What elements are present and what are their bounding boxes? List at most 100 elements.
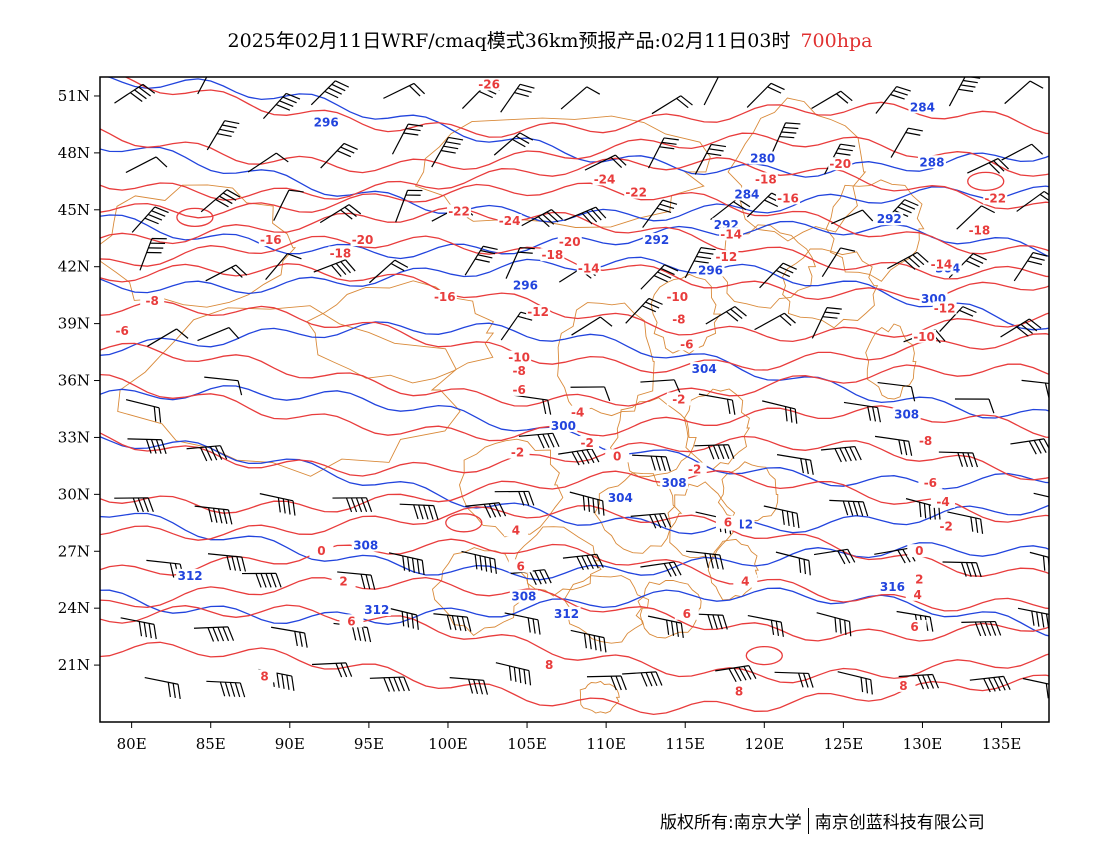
wind-barb — [813, 548, 856, 565]
temperature-label: -22 — [448, 205, 470, 219]
temperature-label-bg — [605, 449, 630, 463]
temperature-label: -8 — [672, 313, 685, 327]
height-label-bg — [875, 212, 904, 226]
map-title: 2025年02月11日WRF/cmaq模式36km预报产品:02月11日03时 7… — [0, 26, 1100, 53]
y-tick-label: 48N — [58, 144, 90, 162]
wind-barb — [461, 550, 497, 574]
wind-barb — [776, 454, 814, 475]
border-line — [727, 97, 867, 242]
copyright-notice: 版权所有:南京大学 南京创蓝科技有限公司 — [660, 808, 985, 836]
wind-barb — [273, 189, 304, 221]
wind-barb — [763, 505, 800, 529]
wind-barb — [1013, 252, 1048, 282]
height-label-bg — [690, 362, 719, 376]
temperature-label: -12 — [715, 250, 737, 264]
wind-barb — [494, 490, 535, 506]
copyright-separator — [807, 808, 809, 834]
height-label: 296 — [698, 263, 723, 277]
border-line — [825, 179, 925, 282]
temperature-label: -2 — [511, 446, 524, 460]
temperature-label: -6 — [115, 324, 128, 338]
temperature-label: -10 — [913, 330, 935, 344]
wind-barb — [887, 251, 929, 270]
border-line — [579, 680, 620, 714]
wind-barb — [125, 399, 162, 423]
wind-barb — [193, 626, 235, 642]
x-tick-label: 85E — [196, 735, 226, 753]
temperature-contour — [745, 645, 783, 666]
wind-barb — [505, 246, 535, 279]
x-tick-label: 125E — [824, 735, 864, 753]
x-tick-label: 95E — [354, 735, 384, 753]
temperature-label-layer: -26-24-22-22-24-20-18-14-16 -20-18-16-12-… — [110, 77, 1008, 699]
temperature-label: -4 — [936, 495, 949, 509]
wind-barb — [642, 199, 678, 228]
border-line — [667, 481, 736, 561]
border-line — [100, 184, 297, 308]
wind-barb — [640, 379, 681, 394]
height-label-bg — [660, 475, 689, 489]
wind-barb — [877, 381, 916, 402]
temperature-label: -8 — [512, 364, 525, 378]
x-tick-label: 90E — [275, 735, 305, 753]
temperature-label-bg — [575, 436, 600, 450]
wind-barb — [319, 204, 362, 224]
temperature-label: -16 — [777, 191, 799, 205]
wind-barb — [898, 673, 940, 690]
wind-barb — [811, 307, 842, 339]
temperature-label-bg — [565, 405, 590, 419]
wind-barb — [647, 615, 684, 638]
wind-barb — [762, 400, 798, 424]
height-contour — [100, 436, 1049, 535]
temperature-label-bg — [505, 445, 530, 459]
height-contour — [100, 385, 1049, 490]
wind-barb — [114, 497, 154, 513]
border-line — [459, 438, 564, 538]
wind-barb — [332, 497, 373, 513]
temperature-label-bg — [557, 234, 582, 248]
wind-barb — [369, 676, 410, 692]
wind-barb — [969, 675, 1011, 693]
wind-barb — [125, 156, 168, 174]
wind-barb — [265, 253, 302, 281]
y-tick-label: 45N — [58, 201, 90, 219]
wind-barb — [114, 83, 156, 104]
y-tick-label: 36N — [58, 372, 90, 390]
temperature-contour — [100, 604, 1049, 684]
temperature-label: 4 — [741, 575, 749, 589]
temperature-label-bg — [753, 172, 778, 186]
wind-barb — [1001, 143, 1044, 161]
temperature-contour — [100, 641, 1049, 716]
temperature-label-bg — [715, 515, 740, 529]
temperature-label-bg — [507, 363, 532, 377]
wind-barb — [383, 82, 426, 99]
wind-barb — [1022, 677, 1049, 699]
wind-barb — [262, 92, 301, 120]
wind-barb — [775, 551, 811, 576]
wind-barb — [205, 264, 248, 282]
height-label-bg — [642, 233, 671, 247]
temperature-label-bg — [929, 257, 954, 271]
temperature-label-bg — [447, 204, 472, 218]
wind-barb — [648, 137, 679, 169]
temperature-label-bg — [526, 305, 551, 319]
wind-barb — [685, 550, 724, 570]
temperature-label: 4 — [914, 588, 922, 602]
y-tick-label: 51N — [58, 87, 90, 105]
wind-barb — [1000, 318, 1042, 338]
wind-barb — [967, 158, 1010, 174]
temperature-label-bg — [674, 606, 699, 620]
wind-barb — [207, 553, 247, 572]
wind-barb — [759, 262, 797, 289]
wind-barb — [843, 401, 881, 423]
wind-barb — [705, 306, 747, 325]
height-label-bg — [908, 100, 937, 114]
y-tick-label: 24N — [58, 599, 90, 617]
x-axis: 80E 85E 90E 95E 100E 105E 110E 115E 120E 125E 130E… — [117, 722, 1021, 753]
height-label: 316 — [880, 580, 905, 594]
temperature-label-bg — [682, 462, 707, 476]
wind-barb — [464, 245, 498, 276]
wind-barb — [1016, 190, 1049, 212]
temperature-label-bg — [776, 191, 801, 205]
